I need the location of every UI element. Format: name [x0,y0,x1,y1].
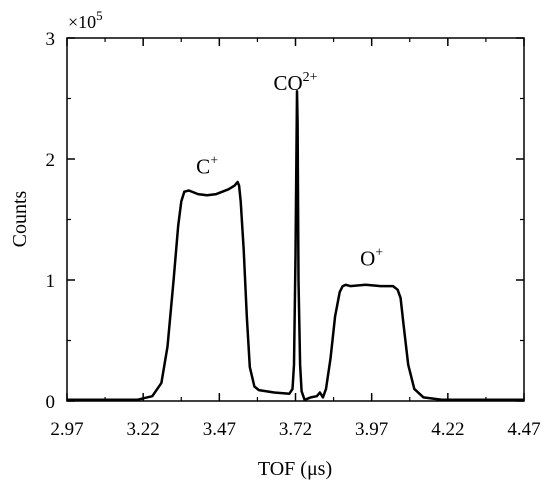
y-tick-label: 1 [46,271,56,292]
peak-label-ion: CO [273,71,302,95]
series-line [67,89,524,402]
y-tick-label: 3 [46,29,56,50]
x-axis-label: TOF (μs) [258,458,332,480]
y-axis-label: Counts [9,190,31,247]
peak-label-charge: + [210,154,218,169]
peak-annotations: C+CO2+O+ [196,70,383,270]
peak-label-ion: C [196,155,210,179]
x-tick-label: 3.22 [127,419,160,440]
x-tick-label: 3.47 [203,419,236,440]
x-tick-label: 2.97 [50,419,83,440]
peak-label: O+ [360,245,383,270]
peak-label-charge: 2+ [303,70,318,85]
x-tick-label: 3.97 [355,419,388,440]
peak-label-ion: O [360,246,375,270]
y-multiplier-exponent: 5 [96,8,103,23]
x-tick-label: 3.72 [279,419,312,440]
peak-label-charge: + [375,245,383,260]
y-exponent-label: ×105 [68,8,103,32]
peak-label: C+ [196,154,218,179]
y-tick-label: 2 [46,150,56,171]
x-tick-label: 4.22 [431,419,464,440]
x-tick-label: 4.47 [507,419,540,440]
peak-label: CO2+ [273,70,317,95]
y-multiplier: ×10 [68,12,96,32]
axis-tick-labels: 2.97 3.22 3.47 3.72 3.97 4.22 4.47 0 1 2 3 [46,29,541,440]
y-tick-label: 0 [46,392,56,413]
